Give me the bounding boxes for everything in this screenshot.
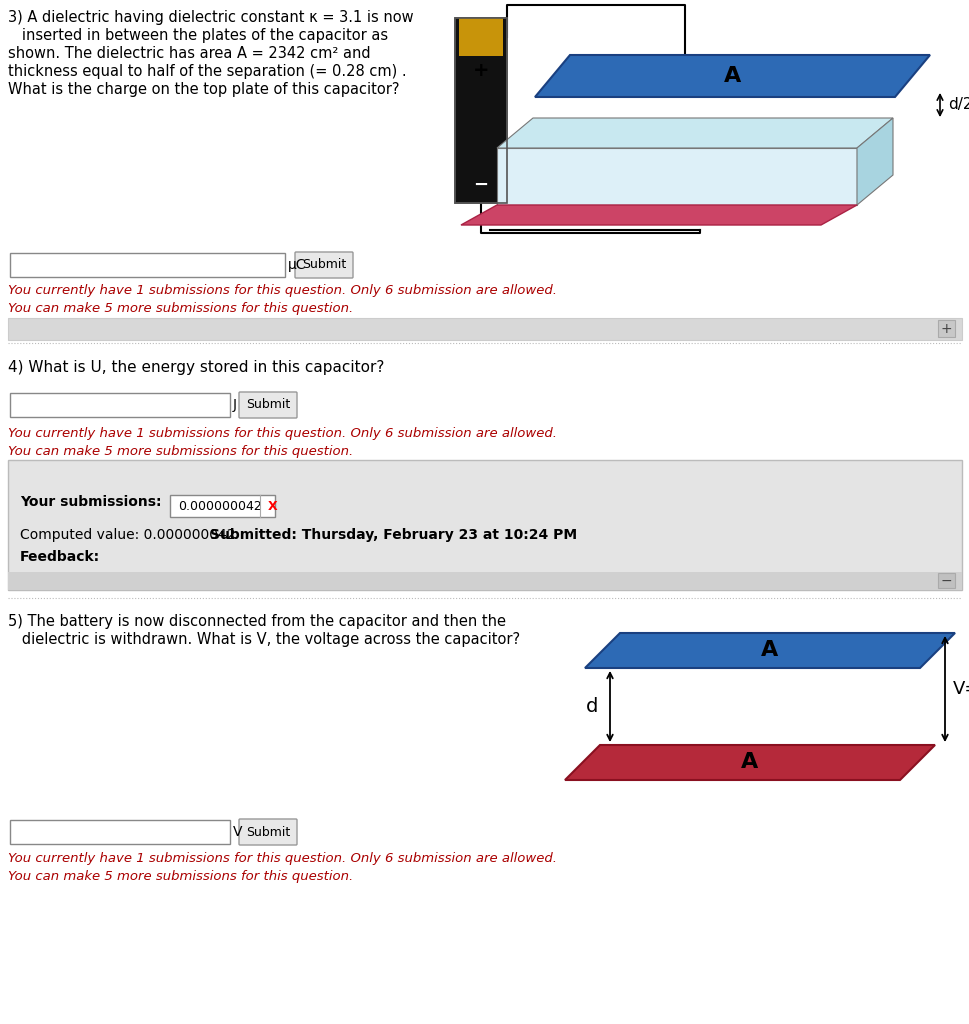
Text: −: −	[939, 574, 951, 588]
Bar	[170, 495, 275, 517]
Text: You can make 5 more submissions for this question.: You can make 5 more submissions for this…	[8, 445, 353, 458]
Text: You can make 5 more submissions for this question.: You can make 5 more submissions for this…	[8, 302, 353, 315]
Polygon shape	[496, 118, 892, 148]
Text: μC: μC	[288, 258, 306, 272]
Text: V: V	[233, 825, 242, 839]
Text: A: A	[740, 753, 758, 772]
Text: 4) What is U, the energy stored in this capacitor?: 4) What is U, the energy stored in this …	[8, 360, 384, 375]
FancyBboxPatch shape	[238, 819, 297, 845]
Text: Submitted: Thursday, February 23 at 10:24 PM: Submitted: Thursday, February 23 at 10:2…	[209, 528, 577, 542]
Text: inserted in between the plates of the capacitor as: inserted in between the plates of the ca…	[8, 28, 388, 43]
Bar	[10, 253, 285, 278]
Text: shown. The dielectric has area A = 2342 cm² and: shown. The dielectric has area A = 2342 …	[8, 46, 370, 61]
Text: You currently have 1 submissions for this question. Only 6 submission are allowe: You currently have 1 submissions for thi…	[8, 852, 556, 865]
Text: thickness equal to half of the separation (= 0.28 cm) .: thickness equal to half of the separatio…	[8, 63, 406, 79]
Bar	[8, 460, 961, 590]
Text: 0.000000042: 0.000000042	[178, 500, 262, 512]
Bar	[8, 572, 961, 590]
Bar	[10, 820, 230, 844]
Text: dielectric is withdrawn. What is V, the voltage across the capacitor?: dielectric is withdrawn. What is V, the …	[8, 632, 519, 647]
Text: d: d	[585, 696, 597, 716]
Polygon shape	[460, 205, 857, 225]
Text: Submit: Submit	[245, 825, 290, 839]
Text: −: −	[473, 176, 488, 194]
Text: 5) The battery is now disconnected from the capacitor and then the: 5) The battery is now disconnected from …	[8, 614, 506, 629]
Polygon shape	[496, 148, 857, 205]
Text: +: +	[939, 322, 951, 336]
Text: You currently have 1 submissions for this question. Only 6 submission are allowe: You currently have 1 submissions for thi…	[8, 284, 556, 297]
Text: Submit: Submit	[245, 398, 290, 412]
Polygon shape	[584, 633, 954, 668]
Text: What is the charge on the top plate of this capacitor?: What is the charge on the top plate of t…	[8, 82, 399, 97]
Bar	[10, 393, 230, 417]
Bar	[454, 18, 507, 203]
Text: X: X	[267, 500, 277, 512]
Text: You currently have 1 submissions for this question. Only 6 submission are allowe: You currently have 1 submissions for thi…	[8, 427, 556, 440]
Text: A: A	[761, 640, 778, 660]
Text: Submit: Submit	[301, 258, 346, 271]
Text: 3) A dielectric having dielectric constant κ = 3.1 is now: 3) A dielectric having dielectric consta…	[8, 10, 413, 25]
Polygon shape	[535, 55, 929, 97]
Polygon shape	[564, 745, 934, 780]
FancyBboxPatch shape	[238, 392, 297, 418]
Text: Your submissions:: Your submissions:	[20, 495, 161, 509]
Bar	[937, 319, 954, 337]
Text: Feedback:: Feedback:	[20, 550, 100, 564]
Text: Computed value: 0.000000042: Computed value: 0.000000042	[20, 528, 235, 542]
Text: +: +	[472, 61, 488, 80]
Bar	[458, 18, 503, 56]
Text: J: J	[233, 398, 236, 412]
Text: A: A	[723, 66, 740, 86]
Bar	[8, 318, 961, 340]
Bar	[454, 18, 507, 203]
Text: d/2: d/2	[947, 97, 969, 113]
Text: V=?: V=?	[952, 680, 969, 698]
Polygon shape	[857, 118, 892, 205]
Text: You can make 5 more submissions for this question.: You can make 5 more submissions for this…	[8, 870, 353, 883]
FancyBboxPatch shape	[295, 252, 353, 278]
Bar	[937, 573, 954, 588]
